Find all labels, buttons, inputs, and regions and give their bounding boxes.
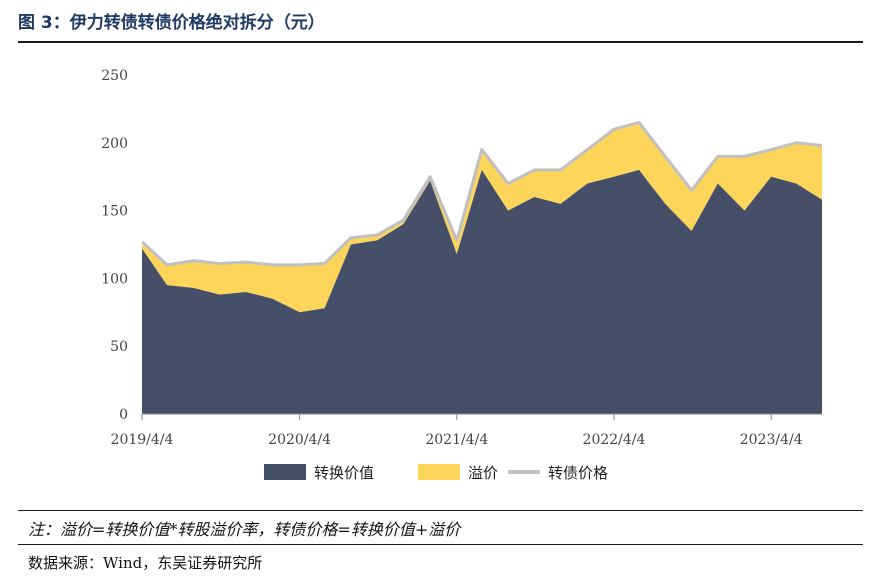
y-tick-label: 200 xyxy=(101,136,128,152)
x-tick-label: 2022/4/4 xyxy=(583,432,646,448)
y-axis: 0 50 100 150 200 250 xyxy=(101,68,128,423)
y-tick-label: 0 xyxy=(119,407,128,423)
footnote: 注：溢价=转换价值*转股溢价率，转债价格=转换价值+溢价 xyxy=(28,520,461,539)
legend-swatch xyxy=(264,464,306,480)
chart: 0 50 100 150 200 250 2019/4/4 2020/4/4 2021/4/4… xyxy=(101,68,823,482)
y-tick-label: 250 xyxy=(101,68,128,84)
source-top-rule xyxy=(18,544,863,545)
legend-label: 转债价格 xyxy=(548,464,608,482)
bond-price-line xyxy=(140,120,823,267)
title-underline xyxy=(18,41,863,43)
x-axis: 2019/4/4 2020/4/4 2021/4/4 2022/4/4 2023/4/4 xyxy=(111,414,803,448)
legend: 转换价值 溢价 转债价格 xyxy=(264,464,608,482)
x-tick-label: 2020/4/4 xyxy=(268,432,331,448)
y-tick-label: 50 xyxy=(110,339,128,355)
y-tick-label: 100 xyxy=(101,271,128,287)
note-top-rule xyxy=(18,510,863,511)
y-tick-label: 150 xyxy=(101,204,128,220)
legend-label: 溢价 xyxy=(468,464,498,482)
x-tick-label: 2023/4/4 xyxy=(740,432,803,448)
data-source: 数据来源：Wind，东吴证券研究所 xyxy=(28,554,263,572)
conversion-value-area xyxy=(142,169,822,414)
plot-areas xyxy=(140,120,823,414)
x-tick-label: 2019/4/4 xyxy=(111,432,174,448)
legend-label: 转换价值 xyxy=(314,464,374,482)
figure-title: 图 3：伊力转债转债价格绝对拆分（元） xyxy=(18,13,325,33)
x-tick-label: 2021/4/4 xyxy=(425,432,488,448)
legend-swatch xyxy=(418,464,460,480)
